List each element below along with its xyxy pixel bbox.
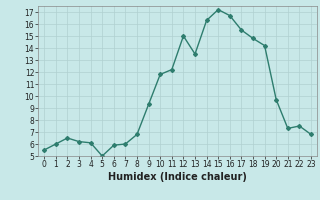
X-axis label: Humidex (Indice chaleur): Humidex (Indice chaleur) bbox=[108, 172, 247, 182]
